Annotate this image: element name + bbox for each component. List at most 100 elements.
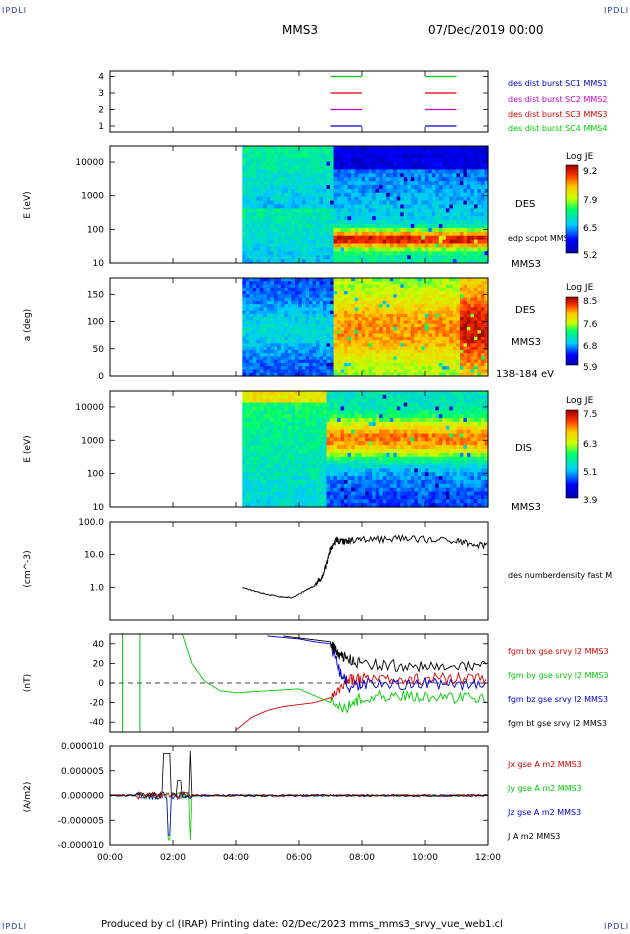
- des-pitch-spectrogram-cell: [312, 307, 317, 312]
- des-energy-spectrogram-cell: [435, 247, 440, 252]
- des-pitch-spectrogram-cell: [245, 304, 250, 308]
- des-energy-spectrogram-cell: [301, 227, 307, 233]
- des-pitch-spectrogram-cell: [252, 362, 257, 367]
- des-pitch-spectrogram-cell: [365, 323, 370, 328]
- dis-energy-spectrogram-cell: [256, 398, 261, 404]
- dis-energy-spectrogram-cell: [298, 406, 303, 411]
- des-energy-spectrogram-cell: [358, 149, 363, 155]
- des-pitch-spectrogram-cell: [480, 304, 486, 308]
- des-energy-spectrogram-cell: [396, 255, 401, 260]
- des-pitch-spectrogram-cell: [319, 313, 324, 318]
- des-pitch-spectrogram-cell: [340, 297, 345, 302]
- des-pitch-spectrogram-cell: [452, 346, 458, 351]
- des-energy-spectrogram-cell: [280, 208, 286, 213]
- des-pitch-spectrogram-cell: [428, 294, 433, 299]
- des-energy-spectrogram-cell: [438, 153, 443, 159]
- des-energy-spectrogram-cell: [280, 255, 286, 260]
- des-energy-spectrogram-cell: [330, 169, 335, 174]
- dis-energy-spectrogram-cell: [249, 452, 254, 458]
- des-energy-spectrogram-cell: [452, 149, 458, 155]
- des-pitch-spectrogram-cell: [340, 313, 345, 318]
- des-pitch-spectrogram-cell: [287, 287, 293, 292]
- des-energy-spectrogram-cell: [480, 235, 486, 241]
- des-energy-spectrogram-cell: [319, 235, 324, 241]
- dis-energy-spectrogram-cell: [319, 460, 324, 466]
- des-energy-spectrogram-cell: [372, 231, 377, 237]
- des-energy-spectrogram-cell: [470, 177, 475, 182]
- dis-energy-spectrogram-cell: [259, 449, 264, 454]
- des-energy-spectrogram-cell: [291, 247, 296, 252]
- dis-energy-spectrogram-cell: [316, 472, 321, 477]
- des-energy-spectrogram-cell: [400, 192, 405, 198]
- des-energy-spectrogram-cell: [372, 177, 377, 182]
- des-pitch-spectrogram-cell: [396, 297, 401, 302]
- des-pitch-spectrogram-cell: [316, 310, 321, 315]
- des-energy-spectrogram-cell: [280, 259, 286, 264]
- dis-energy-spectrogram-cell: [280, 414, 286, 419]
- des-pitch-spectrogram-cell: [372, 340, 377, 344]
- dis-energy-spectrogram-cell: [256, 418, 261, 423]
- des-energy-spectrogram-cell: [326, 196, 331, 202]
- des-pitch-spectrogram-cell: [323, 362, 328, 367]
- dis-energy-spectrogram-cell: [305, 503, 310, 508]
- des-pitch-spectrogram-cell: [347, 369, 352, 374]
- des-pitch-spectrogram-cell: [252, 307, 257, 312]
- des-energy-spectrogram-cell: [435, 235, 440, 241]
- dis-energy-spectrogram-cell: [245, 394, 250, 400]
- dis-energy-spectrogram-cell: [252, 452, 257, 458]
- des-energy-spectrogram-cell: [386, 173, 391, 178]
- des-energy-spectrogram-cell: [351, 235, 356, 241]
- dis-energy-spectrogram-cell: [301, 425, 307, 431]
- des-energy-spectrogram-cell: [459, 235, 465, 241]
- dis-energy-spectrogram-cell: [287, 499, 293, 504]
- des-pitch-spectrogram-cell: [294, 297, 300, 302]
- des-pitch-spectrogram-cell: [421, 369, 426, 374]
- des-pitch-spectrogram-cell: [301, 359, 307, 364]
- dis-energy-spectrogram-cell: [266, 487, 271, 493]
- des-pitch-spectrogram-cell: [301, 310, 307, 315]
- des-energy-spectrogram-cell: [400, 224, 405, 229]
- des-energy-spectrogram-cell: [284, 146, 289, 151]
- des-energy-spectrogram-cell: [259, 216, 264, 221]
- des-energy-spectrogram-cell: [259, 161, 264, 167]
- des-energy-spectrogram-cell: [484, 224, 489, 229]
- des-pitch-spectrogram-cell: [294, 353, 300, 357]
- des-energy-spectrogram-cell: [316, 259, 321, 264]
- des-pitch-spectrogram-cell: [484, 284, 489, 289]
- des-energy-spectrogram-cell: [301, 235, 307, 241]
- des-pitch-spectrogram-cell: [344, 300, 349, 305]
- des-energy-spectrogram-cell: [277, 157, 282, 163]
- dis-energy-spectrogram-cell: [316, 456, 321, 462]
- des-energy-spectrogram-cell: [456, 251, 461, 256]
- des-energy-spectrogram-cell: [242, 169, 247, 174]
- des-energy-spectrogram-cell: [361, 185, 366, 190]
- des-pitch-spectrogram-cell: [410, 307, 415, 312]
- des-pitch-spectrogram-cell: [337, 359, 342, 364]
- des-pitch-spectrogram-cell: [480, 362, 486, 367]
- des-energy-spectrogram-cell: [403, 224, 408, 229]
- des-pitch-spectrogram-cell: [480, 349, 486, 354]
- des-pitch-spectrogram-cell: [382, 343, 387, 348]
- dis-energy-spectrogram-cell: [287, 483, 293, 489]
- dis-energy-spectrogram-cell: [249, 472, 254, 477]
- des-pitch-spectrogram-cell: [284, 320, 289, 325]
- des-pitch-spectrogram-cell: [438, 307, 443, 312]
- des-energy-spectrogram-cell: [337, 185, 342, 190]
- des-energy-spectrogram-cell: [421, 224, 426, 229]
- des-pitch-spectrogram-cell: [280, 323, 286, 328]
- des-energy-spectrogram-cell: [470, 188, 475, 194]
- des-energy-spectrogram-cell: [266, 227, 271, 233]
- des-pitch-spectrogram-cell: [372, 310, 377, 315]
- dis-energy-spectrogram-cell: [256, 503, 261, 508]
- des-energy-spectrogram-cell: [442, 188, 447, 194]
- des-pitch-spectrogram-cell: [316, 362, 321, 367]
- des-pitch-spectrogram-cell: [263, 284, 268, 289]
- dis-energy-spectrogram-cell: [266, 437, 271, 442]
- des-energy-spectrogram-cell: [319, 247, 324, 252]
- des-pitch-spectrogram-cell: [382, 356, 387, 361]
- des-pitch-spectrogram-cell: [396, 366, 401, 371]
- des-energy-spectrogram-cell: [291, 192, 296, 198]
- des-pitch-spectrogram-cell: [337, 297, 342, 302]
- des-energy-spectrogram-cell: [259, 196, 264, 202]
- des-energy-spectrogram-cell: [326, 243, 331, 248]
